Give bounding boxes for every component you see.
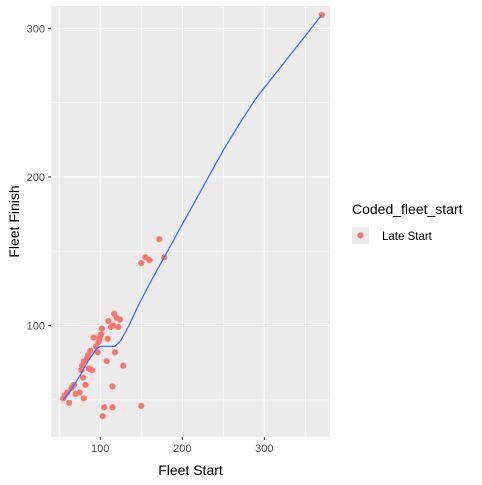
data-point — [115, 323, 122, 331]
legend-label-late-start: Late Start — [382, 231, 433, 243]
major-gridlines — [51, 6, 330, 437]
data-point — [138, 402, 145, 409]
smooth-line — [62, 14, 323, 401]
y-tick-label: 300 — [27, 23, 45, 35]
data-point — [146, 257, 153, 264]
data-point — [90, 334, 97, 341]
legend-key-dot — [357, 232, 364, 239]
y-axis-title: Fleet Finish — [6, 185, 22, 257]
x-tick-label: 300 — [255, 443, 273, 455]
x-axis-title: Fleet Start — [158, 462, 223, 478]
data-point — [99, 413, 106, 420]
data-point — [110, 322, 117, 329]
data-point — [82, 381, 89, 389]
x-axis: 100 200 300 — [91, 437, 274, 455]
data-point — [120, 362, 127, 369]
data-point — [88, 367, 96, 374]
data-point — [76, 389, 83, 396]
data-point — [116, 316, 124, 323]
smooth-layer — [62, 14, 323, 401]
minor-gridlines — [51, 6, 330, 437]
data-point — [103, 358, 110, 365]
data-point — [104, 335, 111, 343]
data-point — [80, 395, 87, 402]
data-point — [98, 325, 105, 332]
data-point — [94, 349, 101, 356]
data-point — [79, 374, 87, 381]
data-point — [87, 347, 94, 354]
data-point — [97, 331, 105, 338]
data-point — [105, 317, 112, 325]
data-point — [109, 383, 116, 390]
data-point — [109, 404, 116, 411]
data-point — [111, 349, 119, 356]
plot-panel — [51, 6, 330, 437]
legend: Coded_fleet_start Late Start — [352, 201, 463, 244]
y-axis: 100 200 300 — [27, 23, 51, 333]
data-point — [156, 236, 163, 243]
y-tick-label: 200 — [27, 172, 45, 184]
data-point — [101, 404, 108, 411]
data-point — [64, 389, 71, 396]
y-tick-label: 100 — [27, 321, 45, 333]
data-point — [138, 260, 145, 267]
x-tick-label: 100 — [91, 443, 109, 455]
legend-title: Coded_fleet_start — [352, 201, 463, 217]
data-point — [65, 399, 73, 406]
x-tick-label: 200 — [173, 443, 191, 455]
